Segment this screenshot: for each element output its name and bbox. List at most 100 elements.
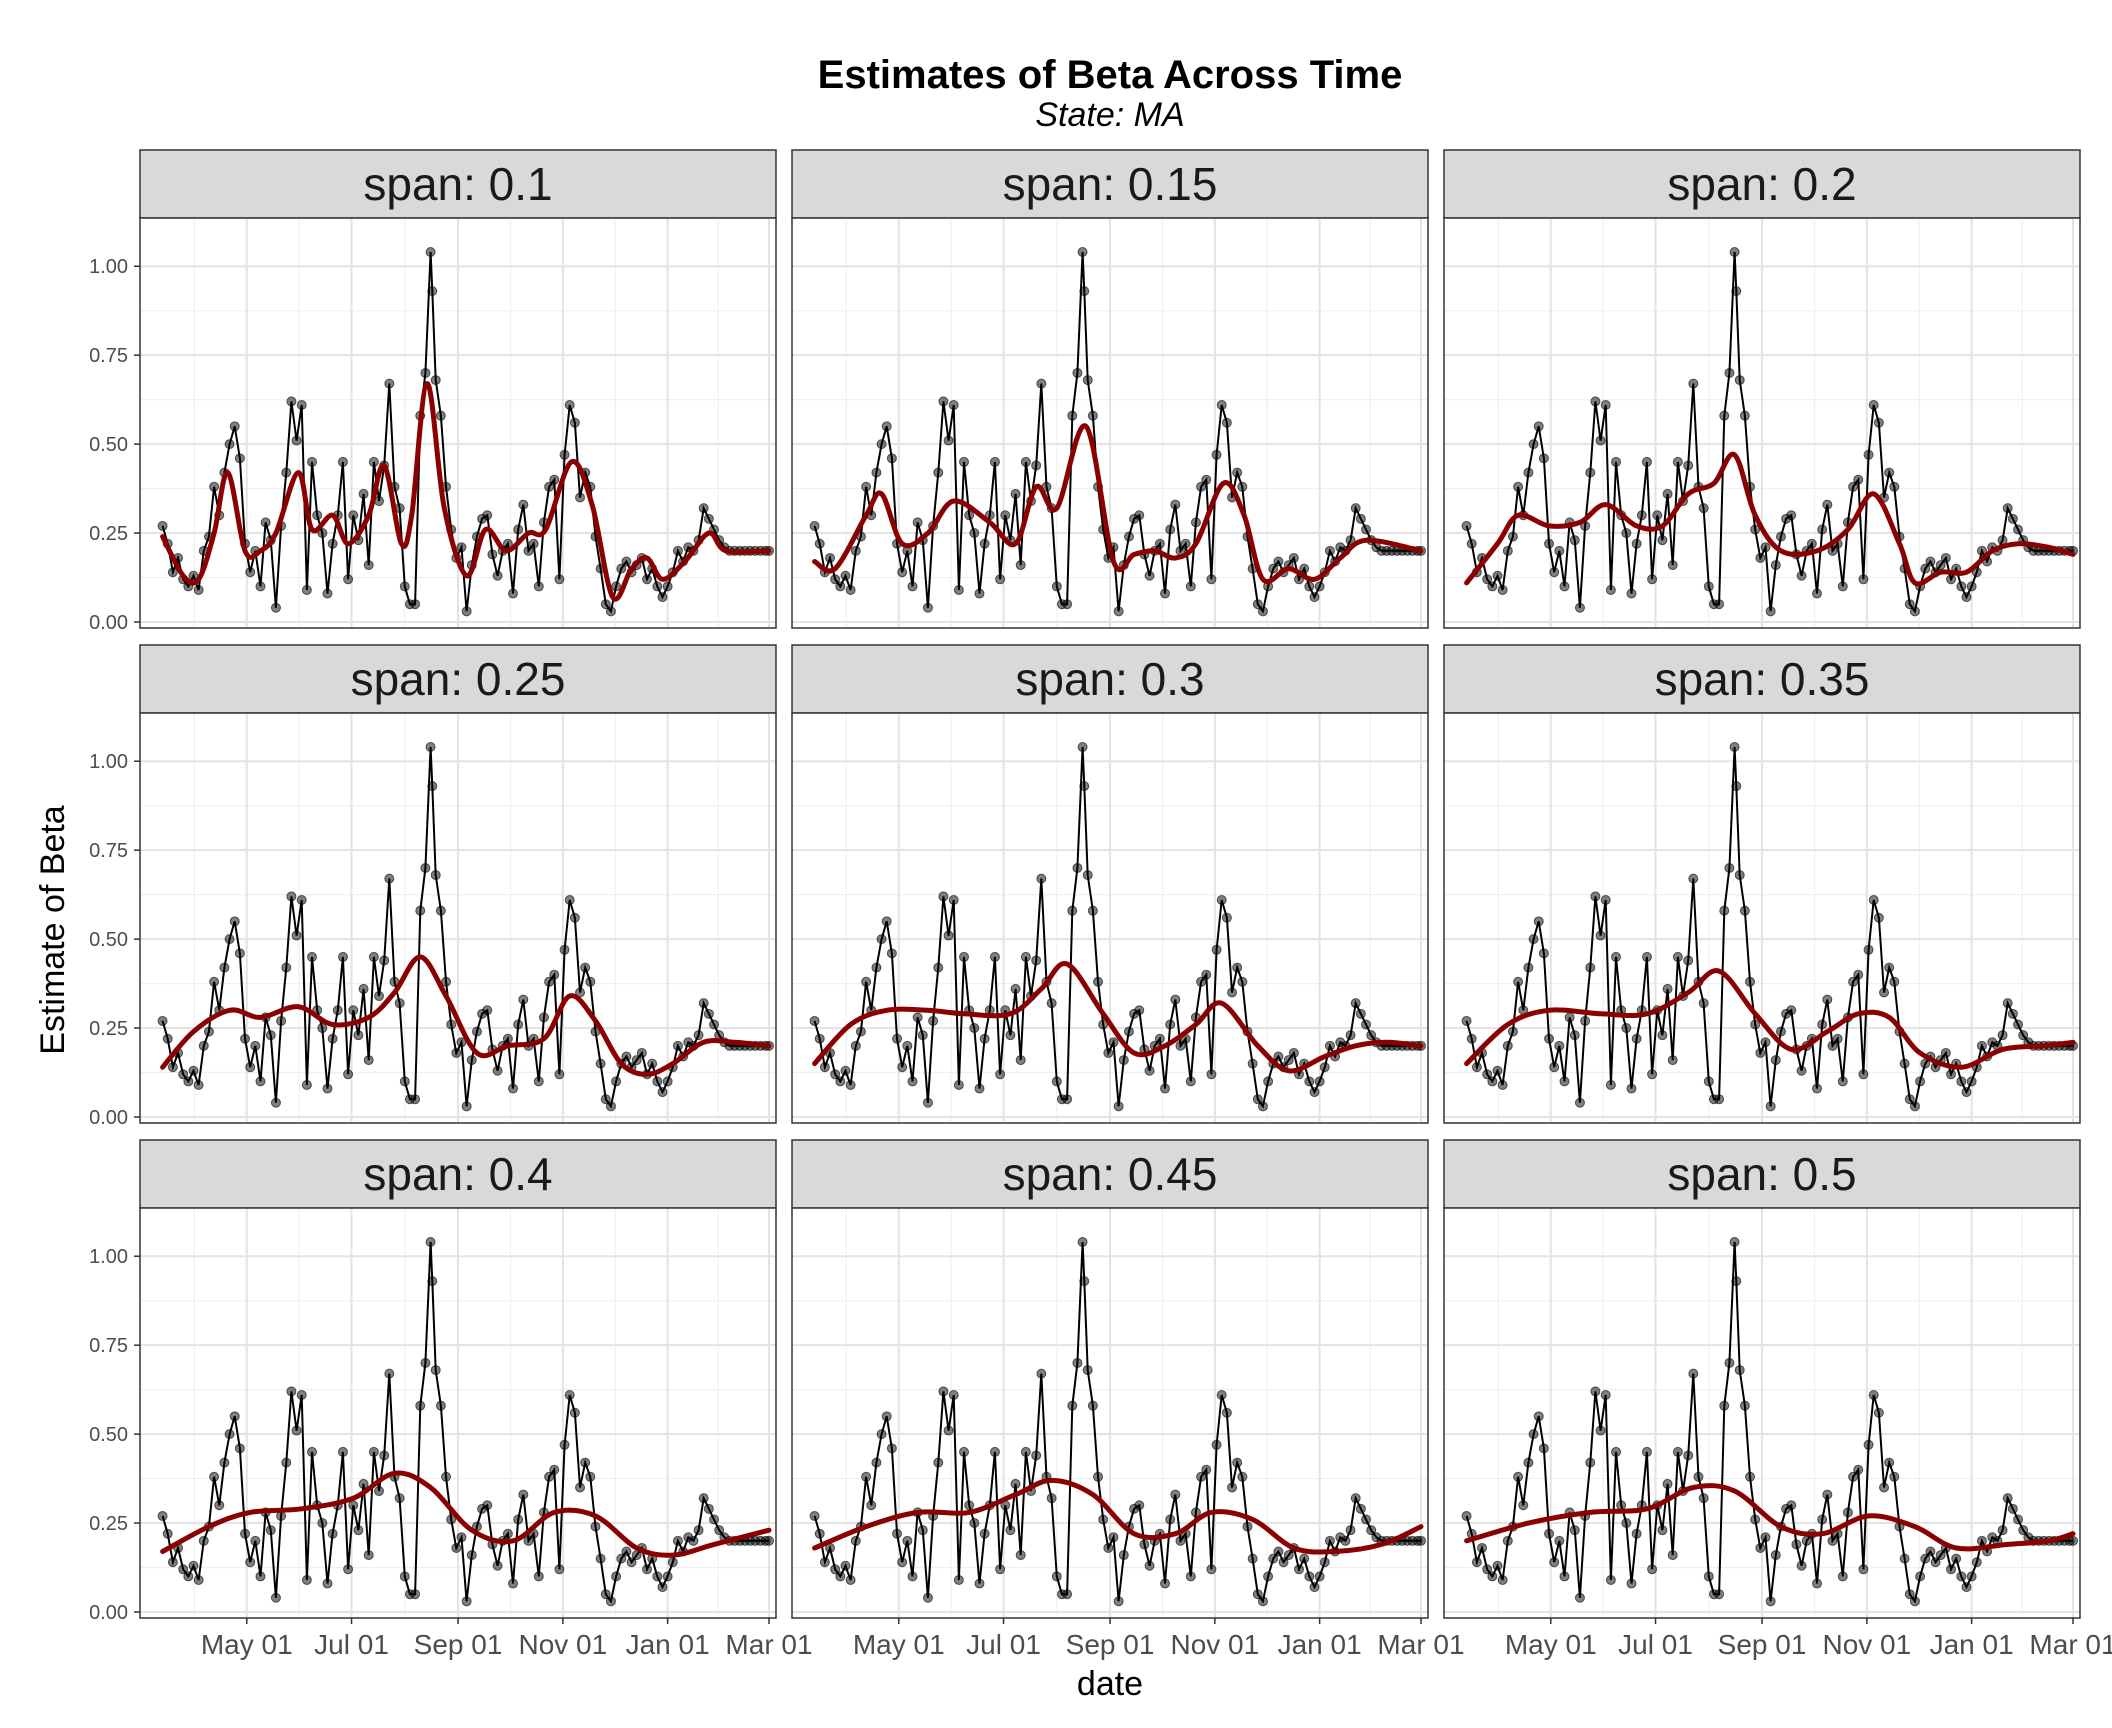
data-point xyxy=(343,574,354,585)
data-point xyxy=(1940,552,1951,563)
data-point xyxy=(814,1528,825,1539)
data-point xyxy=(1544,1528,1555,1539)
data-point xyxy=(1765,1596,1776,1607)
data-point xyxy=(1812,1083,1823,1094)
data-point xyxy=(1899,1058,1910,1069)
data-point xyxy=(2013,1514,2024,1525)
data-point xyxy=(1626,1083,1637,1094)
data-point xyxy=(667,1557,678,1568)
data-point xyxy=(580,962,591,973)
data-point xyxy=(430,870,441,881)
data-point xyxy=(1466,538,1477,549)
data-point xyxy=(1590,396,1601,407)
data-point xyxy=(1595,1425,1606,1436)
data-point xyxy=(368,456,379,467)
data-point xyxy=(1605,1079,1616,1090)
data-point xyxy=(912,1012,923,1023)
data-point xyxy=(281,962,292,973)
data-point xyxy=(1072,1357,1083,1368)
data-point xyxy=(1703,1571,1714,1582)
data-point xyxy=(959,1446,970,1457)
data-point xyxy=(1513,1471,1524,1482)
data-point xyxy=(917,1030,928,1041)
data-point xyxy=(1683,955,1694,966)
panel-border xyxy=(791,217,1429,629)
data-point xyxy=(1621,1023,1632,1034)
data-point xyxy=(1144,570,1155,581)
data-point xyxy=(1366,1525,1377,1536)
data-point xyxy=(1667,560,1678,571)
data-point xyxy=(835,1076,846,1087)
data-point xyxy=(953,1079,964,1090)
data-point xyxy=(825,552,836,563)
data-point xyxy=(353,1525,364,1536)
data-point xyxy=(1201,474,1212,485)
data-point xyxy=(1971,1557,1982,1568)
data-point xyxy=(1714,1094,1725,1105)
data-point xyxy=(1765,1101,1776,1112)
data-point xyxy=(1062,1589,1073,1600)
data-point xyxy=(1263,1076,1274,1087)
data-point xyxy=(1175,1040,1186,1051)
data-point xyxy=(1087,905,1098,916)
data-point xyxy=(845,1079,856,1090)
data-point xyxy=(672,1535,683,1546)
data-point xyxy=(897,1062,908,1073)
data-point xyxy=(672,1040,683,1051)
data-point xyxy=(296,894,307,905)
data-point xyxy=(1185,581,1196,592)
data-point xyxy=(662,1076,673,1087)
data-point xyxy=(250,1535,261,1546)
data-point xyxy=(989,951,1000,962)
data-point xyxy=(1667,1055,1678,1066)
data-point xyxy=(1734,870,1745,881)
data-point xyxy=(1889,1471,1900,1482)
data-point xyxy=(1621,1518,1632,1529)
data-point xyxy=(518,994,529,1005)
data-point xyxy=(840,570,851,581)
data-point xyxy=(1915,1571,1926,1582)
data-point xyxy=(209,1471,220,1482)
data-point xyxy=(1031,955,1042,966)
data-point xyxy=(1858,1564,1869,1575)
data-point xyxy=(446,1514,457,1525)
y-tick-label: 1.00 xyxy=(89,751,128,773)
data-point xyxy=(1036,873,1047,884)
data-point xyxy=(1796,570,1807,581)
x-tick-label: Jan 01 xyxy=(626,1629,710,1660)
data-point xyxy=(1909,606,1920,617)
data-point xyxy=(1683,460,1694,471)
data-point xyxy=(307,1446,318,1457)
data-point xyxy=(1350,503,1361,514)
data-point xyxy=(1492,1560,1503,1571)
data-point xyxy=(1010,1478,1021,1489)
data-point xyxy=(296,1389,307,1400)
data-point xyxy=(974,588,985,599)
data-point xyxy=(1206,574,1217,585)
data-point xyxy=(1590,1386,1601,1397)
smooth-curve xyxy=(812,423,1424,584)
data-point xyxy=(2002,1493,2013,1504)
data-point xyxy=(394,998,405,1009)
data-point xyxy=(420,1357,431,1368)
data-point xyxy=(1739,905,1750,916)
data-point xyxy=(435,410,446,421)
data-point xyxy=(1211,944,1222,955)
data-point xyxy=(1082,870,1093,881)
data-point xyxy=(892,1528,903,1539)
data-point xyxy=(1015,1055,1026,1066)
data-point xyxy=(764,1535,774,1546)
data-point xyxy=(850,1535,861,1546)
data-point xyxy=(912,517,923,528)
data-point xyxy=(1538,453,1549,464)
data-point xyxy=(1569,1030,1580,1041)
data-point xyxy=(1154,1033,1165,1044)
x-tick-label: Jul 01 xyxy=(1618,1629,1693,1660)
data-point xyxy=(1719,410,1730,421)
data-point xyxy=(1190,1507,1201,1518)
data-point xyxy=(1729,742,1740,752)
data-point xyxy=(559,449,570,460)
data-point xyxy=(1884,1457,1895,1468)
data-point xyxy=(193,1079,204,1090)
